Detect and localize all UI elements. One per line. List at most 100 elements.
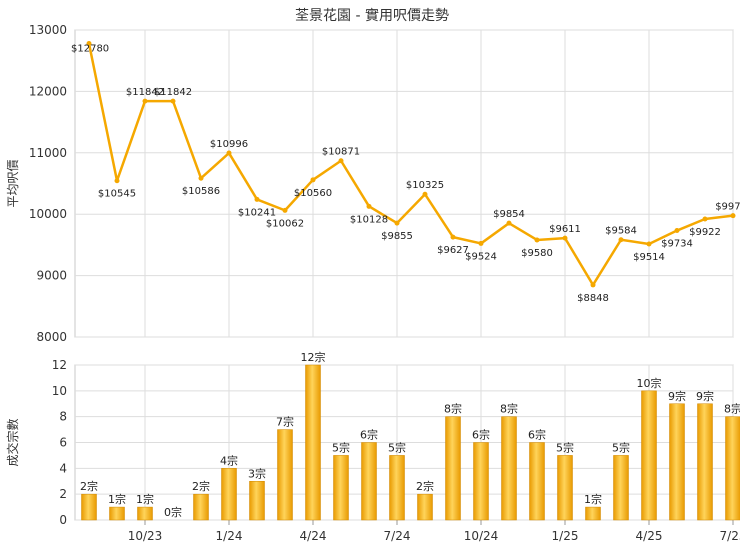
- price-data-label: $10128: [350, 214, 388, 225]
- x-tick-label: 1/25: [552, 529, 579, 543]
- price-data-label: $9922: [689, 227, 721, 238]
- bar-y-tick-label: 6: [59, 436, 67, 450]
- volume-bar: [222, 468, 237, 520]
- price-point: [563, 236, 568, 241]
- bar-y-tick-label: 12: [52, 358, 67, 372]
- price-point: [395, 221, 400, 226]
- volume-data-label: 0宗: [164, 505, 182, 519]
- volume-bar: [110, 507, 125, 520]
- volume-data-label: 2宗: [80, 479, 98, 493]
- line-y-tick-label: 10000: [29, 207, 67, 221]
- price-point: [423, 192, 428, 197]
- price-data-label: $9854: [493, 209, 525, 220]
- price-data-label: $8848: [577, 293, 609, 304]
- price-data-label: $10586: [182, 186, 220, 197]
- volume-bar: [250, 481, 265, 520]
- price-point: [283, 208, 288, 213]
- volume-bar: [82, 494, 97, 520]
- price-data-label: $10241: [238, 207, 276, 218]
- price-point: [339, 158, 344, 163]
- volume-bar: [446, 417, 461, 520]
- price-point: [451, 235, 456, 240]
- volume-bar: [278, 430, 293, 520]
- price-data-label: $12780: [71, 44, 109, 55]
- volume-data-label: 12宗: [301, 350, 326, 364]
- x-tick-label: 10/24: [464, 529, 499, 543]
- volume-data-label: 10宗: [637, 376, 662, 390]
- price-data-label: $10996: [210, 139, 248, 150]
- bar-y-tick-label: 8: [59, 410, 67, 424]
- price-data-label: $11842: [154, 87, 192, 98]
- price-data-label: $9580: [521, 248, 553, 259]
- bar-y-tick-label: 4: [59, 461, 67, 475]
- bar-y-tick-label: 0: [59, 513, 67, 527]
- volume-data-label: 9宗: [696, 389, 714, 403]
- volume-bar: [362, 443, 377, 521]
- volume-bar: [558, 455, 573, 520]
- volume-bar: [138, 507, 153, 520]
- price-point: [703, 216, 708, 221]
- volume-bar: [306, 365, 321, 520]
- bar-y-axis-label: 成交宗數: [5, 418, 20, 466]
- bar-y-tick-label: 2: [59, 487, 67, 501]
- price-point: [227, 151, 232, 156]
- x-tick-label: 4/25: [636, 529, 663, 543]
- price-point: [507, 221, 512, 226]
- volume-bar: [390, 455, 405, 520]
- price-point: [199, 176, 204, 181]
- price-point: [731, 213, 736, 218]
- price-data-label: $10062: [266, 218, 304, 229]
- volume-data-label: 6宗: [360, 428, 378, 442]
- volume-data-label: 8宗: [444, 402, 462, 416]
- volume-bar: [194, 494, 209, 520]
- price-point: [367, 204, 372, 209]
- x-tick-label: 7/25: [720, 529, 740, 543]
- price-data-label: $9855: [381, 231, 413, 242]
- bar-y-tick-label: 10: [52, 384, 67, 398]
- line-plot-area: [75, 30, 733, 337]
- price-point: [479, 241, 484, 246]
- price-data-label: $9584: [605, 226, 637, 237]
- volume-data-label: 5宗: [556, 440, 574, 454]
- volume-bar: [530, 443, 545, 521]
- price-point: [171, 99, 176, 104]
- x-tick-label: 10/23: [128, 529, 163, 543]
- price-point: [311, 177, 316, 182]
- volume-data-label: 9宗: [668, 389, 686, 403]
- volume-bar: [698, 404, 713, 520]
- volume-data-label: 7宗: [276, 415, 294, 429]
- volume-data-label: 8宗: [500, 402, 518, 416]
- price-point: [647, 242, 652, 247]
- x-tick-label: 7/24: [384, 529, 411, 543]
- volume-bar: [586, 507, 601, 520]
- line-y-tick-label: 8000: [36, 330, 67, 344]
- price-data-label: $9976: [715, 202, 740, 213]
- price-point: [255, 197, 260, 202]
- volume-data-label: 1宗: [584, 492, 602, 506]
- line-y-tick-label: 12000: [29, 84, 67, 98]
- price-data-label: $9524: [465, 251, 497, 262]
- volume-data-label: 4宗: [220, 453, 238, 467]
- chart-title: 荃景花園 - 實用呎價走勢: [295, 7, 449, 24]
- price-point: [591, 282, 596, 287]
- price-data-label: $10325: [406, 180, 444, 191]
- volume-data-label: 3宗: [248, 466, 266, 480]
- x-tick-label: 1/24: [216, 529, 243, 543]
- volume-data-label: 6宗: [528, 428, 546, 442]
- price-point: [535, 237, 540, 242]
- price-point: [619, 237, 624, 242]
- volume-data-label: 6宗: [472, 428, 490, 442]
- price-data-label: $10545: [98, 189, 136, 200]
- volume-bar: [670, 404, 685, 520]
- volume-bar: [474, 443, 489, 521]
- volume-data-label: 1宗: [108, 492, 126, 506]
- price-point: [143, 99, 148, 104]
- volume-bar: [334, 455, 349, 520]
- volume-data-label: 2宗: [416, 479, 434, 493]
- volume-bar: [502, 417, 517, 520]
- volume-bar: [726, 417, 740, 520]
- volume-data-label: 8宗: [724, 402, 740, 416]
- price-point: [115, 178, 120, 183]
